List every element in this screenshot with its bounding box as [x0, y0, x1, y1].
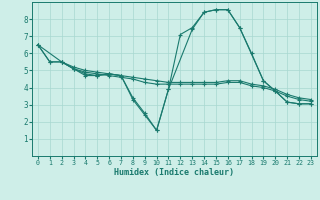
X-axis label: Humidex (Indice chaleur): Humidex (Indice chaleur) [115, 168, 234, 177]
